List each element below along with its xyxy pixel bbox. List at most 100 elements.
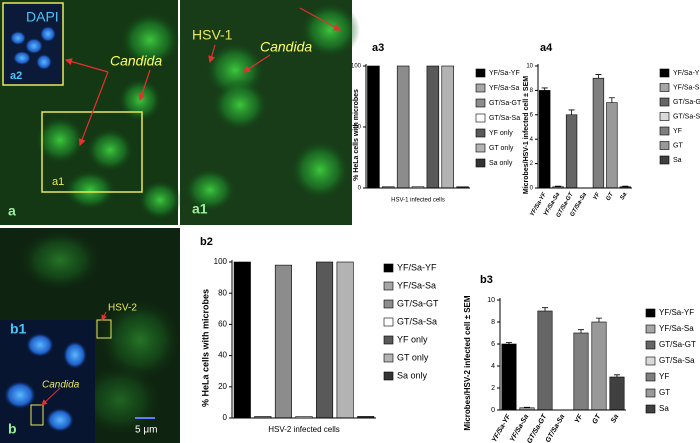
y-tick-label: 60: [218, 320, 227, 329]
legend-swatch: [645, 388, 656, 398]
legend-swatch: [475, 143, 486, 153]
bar: [426, 65, 440, 189]
error-bar: [608, 97, 615, 103]
legend-swatch: [645, 404, 656, 414]
y-tick-label: 2: [530, 161, 534, 167]
y-tick-label: 100: [351, 64, 362, 70]
legend-label: GT/Sa-GT: [673, 99, 700, 106]
y-tick-label: 10: [526, 64, 533, 70]
y-axis-label: Microbes/HSV-1 infected cell ± SEM: [523, 76, 530, 194]
panel-label: b: [8, 421, 17, 437]
legend-swatch: [383, 281, 394, 291]
legend-label: GT/Sa-Sa: [673, 113, 700, 120]
panel-label: a4: [540, 42, 553, 54]
x-tick-label: GT: [591, 413, 602, 426]
error-bar: [524, 406, 530, 408]
x-tick-label: GT: [606, 191, 616, 202]
bar: [592, 77, 605, 189]
y-tick-label: 4: [530, 137, 534, 143]
legend-swatch: [659, 141, 670, 150]
panel-label: a: [8, 203, 16, 219]
legend-label: YF/Sa-Sa: [489, 85, 519, 92]
legend-swatch: [475, 83, 486, 93]
legend-label: YF/Sa-YF: [659, 308, 694, 317]
x-tick-label: Sa: [610, 413, 620, 424]
y-tick-label: 8: [530, 88, 534, 94]
bar: [316, 261, 334, 419]
legend-label: GT/Sa-GT: [397, 298, 439, 308]
legend-swatch: [475, 158, 486, 168]
error-bar: [506, 341, 512, 344]
charts: a3 % HeLa cells with microbes HSV-1 infect…: [200, 42, 700, 443]
legend-label: Sa only: [489, 160, 513, 167]
legend-label: GT only: [397, 352, 429, 362]
organism-label: Candida: [42, 380, 80, 391]
panel-label: a1: [192, 201, 208, 217]
bar: [609, 376, 625, 411]
inset-label: a2: [10, 70, 22, 82]
legend-label: Sa: [659, 404, 669, 413]
legend-label: GT: [659, 388, 670, 397]
panel-label: b2: [200, 236, 213, 248]
legend-swatch: [383, 335, 394, 345]
organism-label: Candida: [110, 53, 162, 69]
legend-label: GT/Sa-Sa: [397, 316, 437, 326]
error-bar: [541, 87, 548, 91]
x-axis-label: HSV-2 infected cells: [268, 425, 340, 434]
y-axis-label: % HeLa cells with microbes: [353, 89, 360, 181]
bar: [537, 310, 553, 411]
y-tick-label: 6: [530, 112, 534, 118]
y-tick-label: 40: [218, 351, 227, 360]
error-bar: [596, 317, 602, 322]
legend-swatch: [383, 317, 394, 327]
y-tick-label: 100: [214, 257, 228, 266]
bar: [441, 65, 454, 189]
legend-label: Sa only: [397, 370, 428, 380]
image-b: b1 HSV-2 Candida b 5 μm: [0, 228, 180, 443]
legend-swatch: [659, 126, 670, 136]
bar: [606, 102, 618, 189]
legend-swatch: [383, 371, 394, 381]
bar: [274, 264, 292, 419]
bar: [501, 343, 517, 411]
legend-label: Sa: [673, 157, 682, 164]
legend-label: GT only: [489, 145, 514, 152]
legend-label: GT/Sa-GT: [659, 340, 696, 349]
x-tick-label: YF: [592, 192, 601, 202]
legend-swatch: [383, 299, 394, 309]
legend-label: YF/Sa-YF: [673, 70, 700, 77]
scale-label: 5 μm: [135, 425, 157, 436]
x-tick-label: GT/Sa-Sa: [545, 413, 567, 443]
error-bar: [595, 74, 602, 79]
inset-label: b1: [10, 321, 27, 337]
y-tick-label: 20: [218, 382, 227, 391]
legend-label: YF only: [397, 334, 428, 344]
legend-swatch: [475, 98, 486, 108]
y-tick-label: 50: [354, 125, 361, 131]
legend-label: GT/Sa-GT: [489, 100, 522, 107]
error-bar: [568, 109, 575, 115]
panel-label: b3: [480, 274, 493, 286]
x-tick-label: Sa: [620, 191, 629, 201]
y-tick-label: 0: [491, 407, 495, 414]
y-tick-label: 0: [223, 413, 228, 422]
y-tick-label: 6: [491, 341, 495, 348]
box-label: a1: [52, 176, 64, 188]
legend-swatch: [383, 263, 394, 273]
y-tick-label: 0: [358, 186, 362, 192]
legend-swatch: [475, 113, 486, 123]
bar: [396, 65, 410, 189]
legend-swatch: [659, 155, 670, 165]
legend-swatch: [645, 356, 656, 366]
y-tick-label: 8: [491, 319, 495, 326]
legend-swatch: [475, 68, 486, 78]
bar: [591, 321, 607, 411]
x-axis-label: HSV-1 infected cells: [391, 198, 445, 204]
bar: [539, 90, 551, 189]
legend-swatch: [645, 324, 656, 334]
bar: [573, 332, 589, 411]
legend-label: GT: [673, 142, 683, 149]
legend-swatch: [645, 372, 656, 382]
bar: [233, 261, 251, 419]
